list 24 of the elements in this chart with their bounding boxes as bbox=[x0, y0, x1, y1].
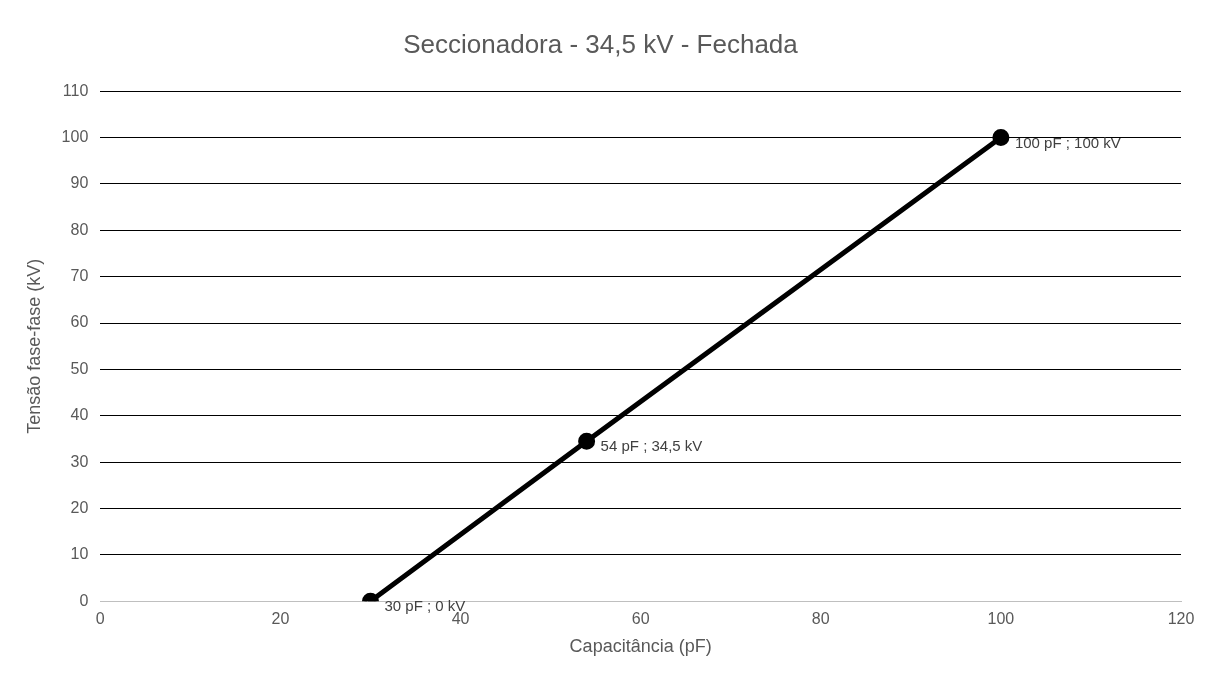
y-tick-label: 30 bbox=[70, 452, 89, 470]
x-tick-label: 60 bbox=[631, 610, 650, 628]
y-tick-label: 10 bbox=[70, 545, 89, 563]
y-tick-label: 80 bbox=[70, 220, 89, 238]
x-tick-label: 40 bbox=[451, 610, 470, 628]
x-tick-label: 120 bbox=[1167, 610, 1195, 628]
y-tick-label: 50 bbox=[70, 359, 89, 377]
x-tick-label: 0 bbox=[95, 610, 105, 628]
data-label: 100 pF ; 100 kV bbox=[1014, 133, 1121, 151]
y-tick-label: 90 bbox=[70, 174, 89, 192]
chart-title: Seccionadora - 34,5 kV - Fechada bbox=[403, 28, 799, 59]
y-tick-label: 60 bbox=[70, 313, 89, 331]
y-axis-title: Tensão fase-fase (kV) bbox=[23, 258, 44, 434]
x-tick-label: 100 bbox=[987, 610, 1015, 628]
y-tick-label: 20 bbox=[70, 498, 89, 516]
x-tick-label: 20 bbox=[271, 610, 290, 628]
x-axis-title: Capacitância (pF) bbox=[569, 636, 712, 657]
y-tick-label: 40 bbox=[70, 406, 89, 424]
data-label: 54 pF ; 34,5 kV bbox=[600, 437, 703, 455]
y-tick-label: 110 bbox=[62, 81, 89, 99]
y-tick-label: 0 bbox=[79, 591, 89, 609]
x-tick-label: 80 bbox=[811, 610, 830, 628]
y-tick-label: 100 bbox=[61, 127, 89, 145]
y-tick-label: 70 bbox=[70, 267, 89, 285]
